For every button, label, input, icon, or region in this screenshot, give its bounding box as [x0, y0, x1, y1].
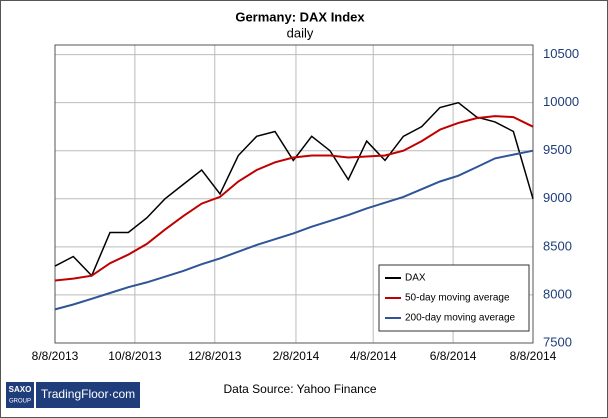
logo-text: SAXO	[9, 385, 32, 394]
plot-area	[54, 44, 534, 344]
x-tick-label: 6/8/2014	[430, 349, 477, 363]
y-tick-label: 8000	[543, 286, 572, 301]
logo-text: GROUP	[9, 399, 31, 405]
chart-title: Germany: DAX Index	[235, 9, 365, 24]
logo-box	[6, 382, 34, 408]
legend-label: 200-day moving average	[405, 313, 516, 324]
series-line	[54, 115, 534, 282]
source: Data Source: Yahoo Finance	[224, 382, 377, 396]
chart-subtitle: daily	[287, 25, 314, 40]
y-tick-label: 9500	[543, 142, 572, 157]
logo-box	[36, 382, 140, 408]
legend-label: DAX	[405, 273, 426, 284]
y-tick-label: 7500	[543, 334, 572, 349]
y-tick-label: 9000	[543, 190, 572, 205]
x-tick-label: 12/8/2013	[188, 349, 242, 363]
x-tick-label: 8/8/2014	[510, 349, 557, 363]
x-tick-label: 10/8/2013	[108, 349, 162, 363]
x-tick-label: 2/8/2014	[273, 349, 320, 363]
legend-label: 50-day moving average	[405, 293, 510, 304]
legend	[378, 264, 530, 332]
logo-text: TradingFloor·com	[41, 387, 135, 401]
x-tick-label: 4/8/2014	[350, 349, 397, 363]
y-tick-label: 8500	[543, 238, 572, 253]
series-line	[54, 101, 534, 278]
series-line	[54, 149, 534, 311]
y-tick-label: 10000	[543, 94, 579, 109]
x-tick-label: 8/8/2013	[32, 349, 79, 363]
y-tick-label: 10500	[543, 46, 579, 61]
